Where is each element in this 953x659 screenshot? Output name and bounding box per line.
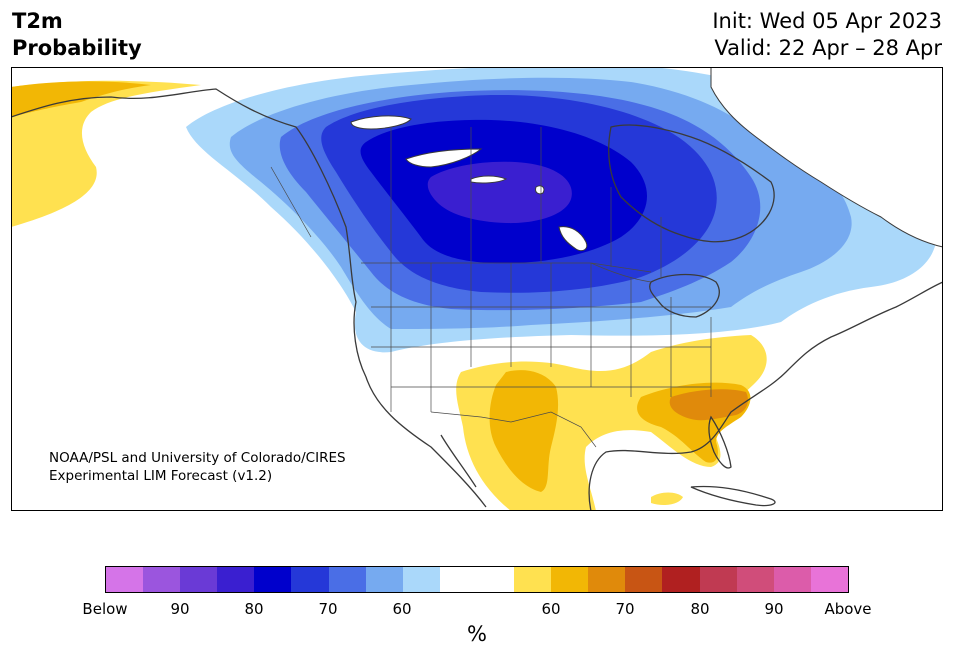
cb-below-65 (328, 567, 366, 592)
below-80-region (427, 161, 572, 224)
forecast-dates: Init: Wed 05 Apr 2023 Valid: 22 Apr – 28… (712, 8, 942, 62)
cb-tick-above-70: 70 (615, 600, 635, 618)
cb-tick-above: Above (824, 600, 872, 618)
valid-range: Valid: 22 Apr – 28 Apr (714, 36, 942, 60)
greenland-landmass (710, 67, 943, 248)
map-frame (11, 67, 943, 511)
cb-below-55 (402, 567, 440, 592)
above-55-region (11, 80, 201, 227)
cb-above-90 (773, 567, 811, 592)
cb-tick-below-90: 90 (170, 600, 190, 618)
arctic-island-small (535, 185, 545, 195)
cuba-coastline (690, 485, 776, 507)
above-65-region-southeast (669, 389, 748, 421)
cb-below-extreme (106, 567, 144, 592)
cb-above-85 (736, 567, 774, 592)
cb-below-85 (180, 567, 218, 592)
cb-tick-below: Below (82, 600, 128, 618)
init-date: Init: Wed 05 Apr 2023 (712, 9, 942, 33)
baja-coastline (440, 434, 477, 488)
cb-above-60 (551, 567, 589, 592)
cb-above-80 (699, 567, 737, 592)
cb-above-65 (588, 567, 626, 592)
cb-above-55 (514, 567, 552, 592)
cb-below-90 (143, 567, 181, 592)
cb-below-80 (217, 567, 255, 592)
florida-coastline (708, 415, 732, 469)
north-america-coastline (11, 88, 943, 511)
great-lakes-coastline (649, 273, 720, 318)
cb-above-extreme (810, 567, 848, 592)
us-mexico-border (430, 411, 597, 448)
map-title: T2m Probability (12, 8, 142, 62)
province-boundaries (270, 127, 662, 277)
cb-tick-above-60: 60 (541, 600, 561, 618)
colorbar (105, 566, 849, 593)
cb-below-70 (291, 567, 329, 592)
cb-tick-below-60: 60 (392, 600, 412, 618)
arctic-island-southeast (558, 226, 588, 252)
arctic-island-central (405, 148, 483, 168)
hudson-bay-coastline (608, 124, 775, 243)
credit-line-2: Experimental LIM Forecast (v1.2) (49, 468, 273, 484)
colorbar-unit: % (467, 622, 487, 646)
probability-map (11, 67, 943, 511)
cb-tick-below-70: 70 (318, 600, 338, 618)
arctic-island-north (470, 175, 508, 184)
state-boundaries (371, 263, 712, 412)
arctic-island-west (350, 115, 412, 130)
cb-above-75 (662, 567, 700, 592)
above-55-region-caribbean (651, 492, 683, 505)
cb-below-75 (254, 567, 292, 592)
product-label: Probability (12, 36, 142, 60)
variable-label: T2m (12, 9, 63, 33)
political-boundaries (270, 127, 712, 448)
credit-text: NOAA/PSL and University of Colorado/CIRE… (49, 449, 346, 485)
cb-neutral (439, 567, 515, 592)
cb-tick-above-90: 90 (764, 600, 784, 618)
cb-below-60 (365, 567, 403, 592)
cb-tick-below-80: 80 (244, 600, 264, 618)
credit-line-1: NOAA/PSL and University of Colorado/CIRE… (49, 450, 346, 466)
above-60-region-south (489, 370, 559, 492)
cb-tick-above-80: 80 (690, 600, 710, 618)
arctic-islands (350, 67, 943, 252)
cb-above-70 (625, 567, 663, 592)
